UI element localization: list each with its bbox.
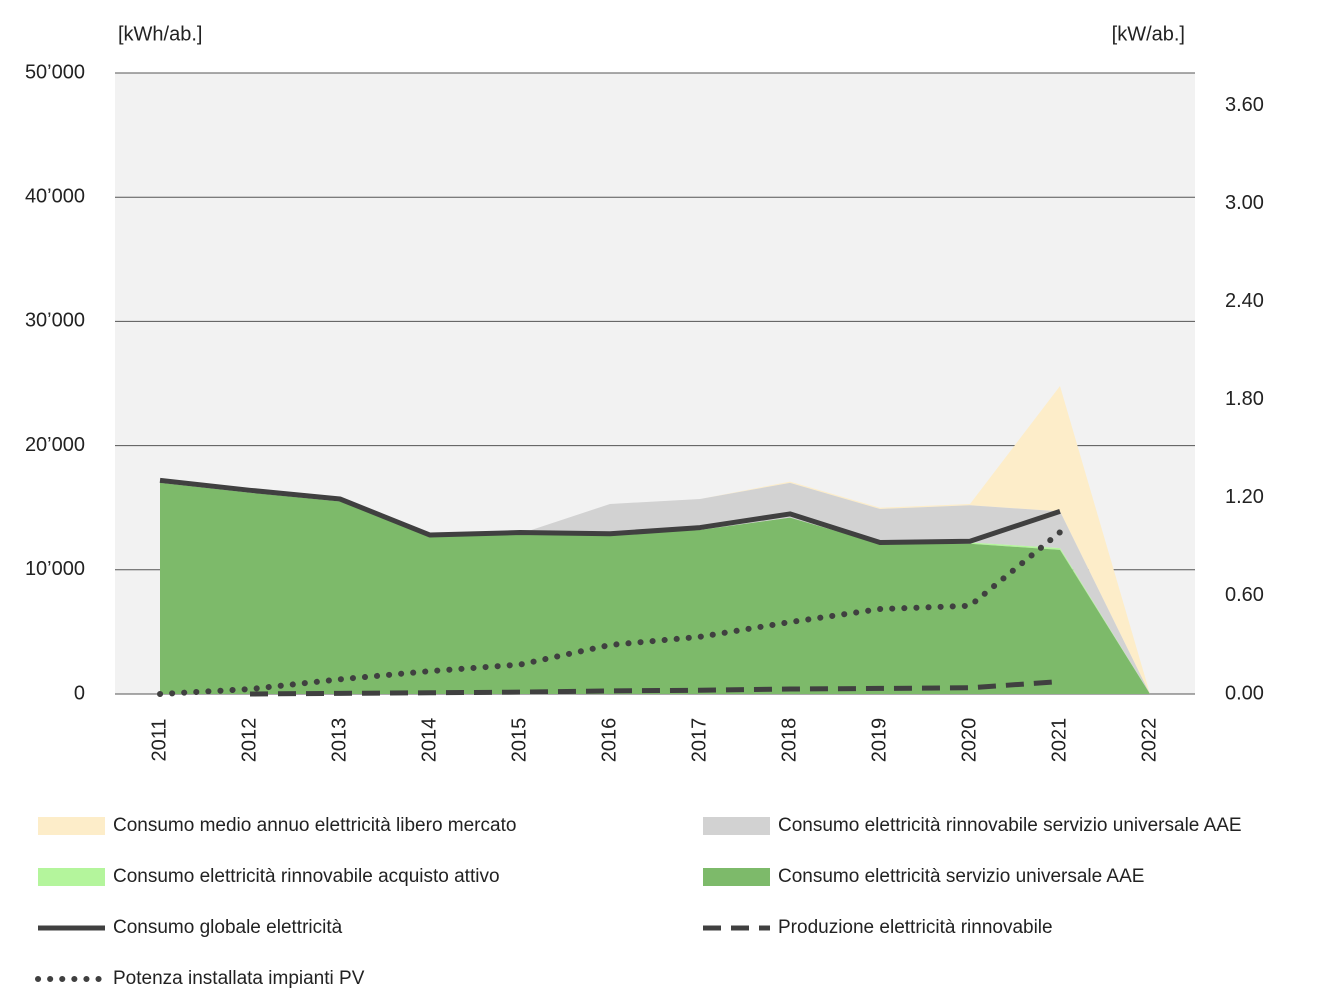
y-axis-label: [kWh/ab.]: [118, 23, 202, 45]
x-tick-label: 2017: [688, 718, 710, 763]
x-tick-label: 2014: [418, 718, 440, 763]
area: [160, 385, 1150, 694]
x-tick-label: 2019: [868, 718, 890, 763]
y2-tick-label: 1.20: [1225, 486, 1264, 508]
line: [249, 679, 1061, 697]
legend-label: Consumo elettricità servizio universale …: [778, 866, 1144, 887]
y2-tick-label: 3.60: [1225, 94, 1264, 116]
x-tick-label: 2021: [1048, 718, 1070, 763]
x-tick-label: 2018: [778, 718, 800, 763]
area: [160, 482, 1150, 694]
legend-swatch: [703, 868, 770, 886]
x-tick-label: 2020: [958, 718, 980, 763]
legend-label: Consumo elettricità rinnovabile acquisto…: [113, 866, 500, 887]
y2-tick-label: 3.00: [1225, 192, 1264, 214]
line: [159, 477, 1061, 545]
legend-swatch: [38, 817, 105, 835]
x-tick-label: 2011: [148, 718, 170, 761]
legend-label: Potenza installata impianti PV: [113, 968, 365, 989]
x-tick-label: 2013: [328, 718, 350, 763]
legend-label: Consumo medio annuo elettricità libero m…: [113, 815, 516, 836]
legend-label: Consumo elettricità rinnovabile servizio…: [778, 815, 1242, 836]
x-tick-label: 2012: [238, 718, 260, 763]
legend-label: Consumo globale elettricità: [113, 917, 343, 938]
x-tick-label: 2015: [508, 718, 530, 763]
x-tick-label: 2022: [1138, 718, 1160, 763]
legend-swatch: [38, 868, 105, 886]
y2-tick-label: 1.80: [1225, 388, 1264, 410]
y-tick-label: 50’000: [25, 61, 85, 83]
y-tick-label: 20’000: [25, 434, 85, 456]
x-tick-label: 2016: [598, 718, 620, 763]
areas: [160, 385, 1150, 694]
y2-axis-label: [kW/ab.]: [1112, 23, 1185, 45]
lines: [157, 477, 1063, 697]
y-tick-label: 10’000: [25, 558, 85, 580]
area: [160, 482, 1150, 694]
y2-tick-label: 0.60: [1225, 584, 1264, 606]
y-tick-label: 30’000: [25, 310, 85, 332]
y-tick-label: 0: [74, 682, 85, 704]
legend-label: Produzione elettricità rinnovabile: [778, 917, 1053, 938]
legend-swatch: [703, 817, 770, 835]
y-tick-label: 40’000: [25, 185, 85, 207]
y2-tick-label: 0.00: [1225, 682, 1264, 704]
y2-tick-label: 2.40: [1225, 290, 1264, 312]
